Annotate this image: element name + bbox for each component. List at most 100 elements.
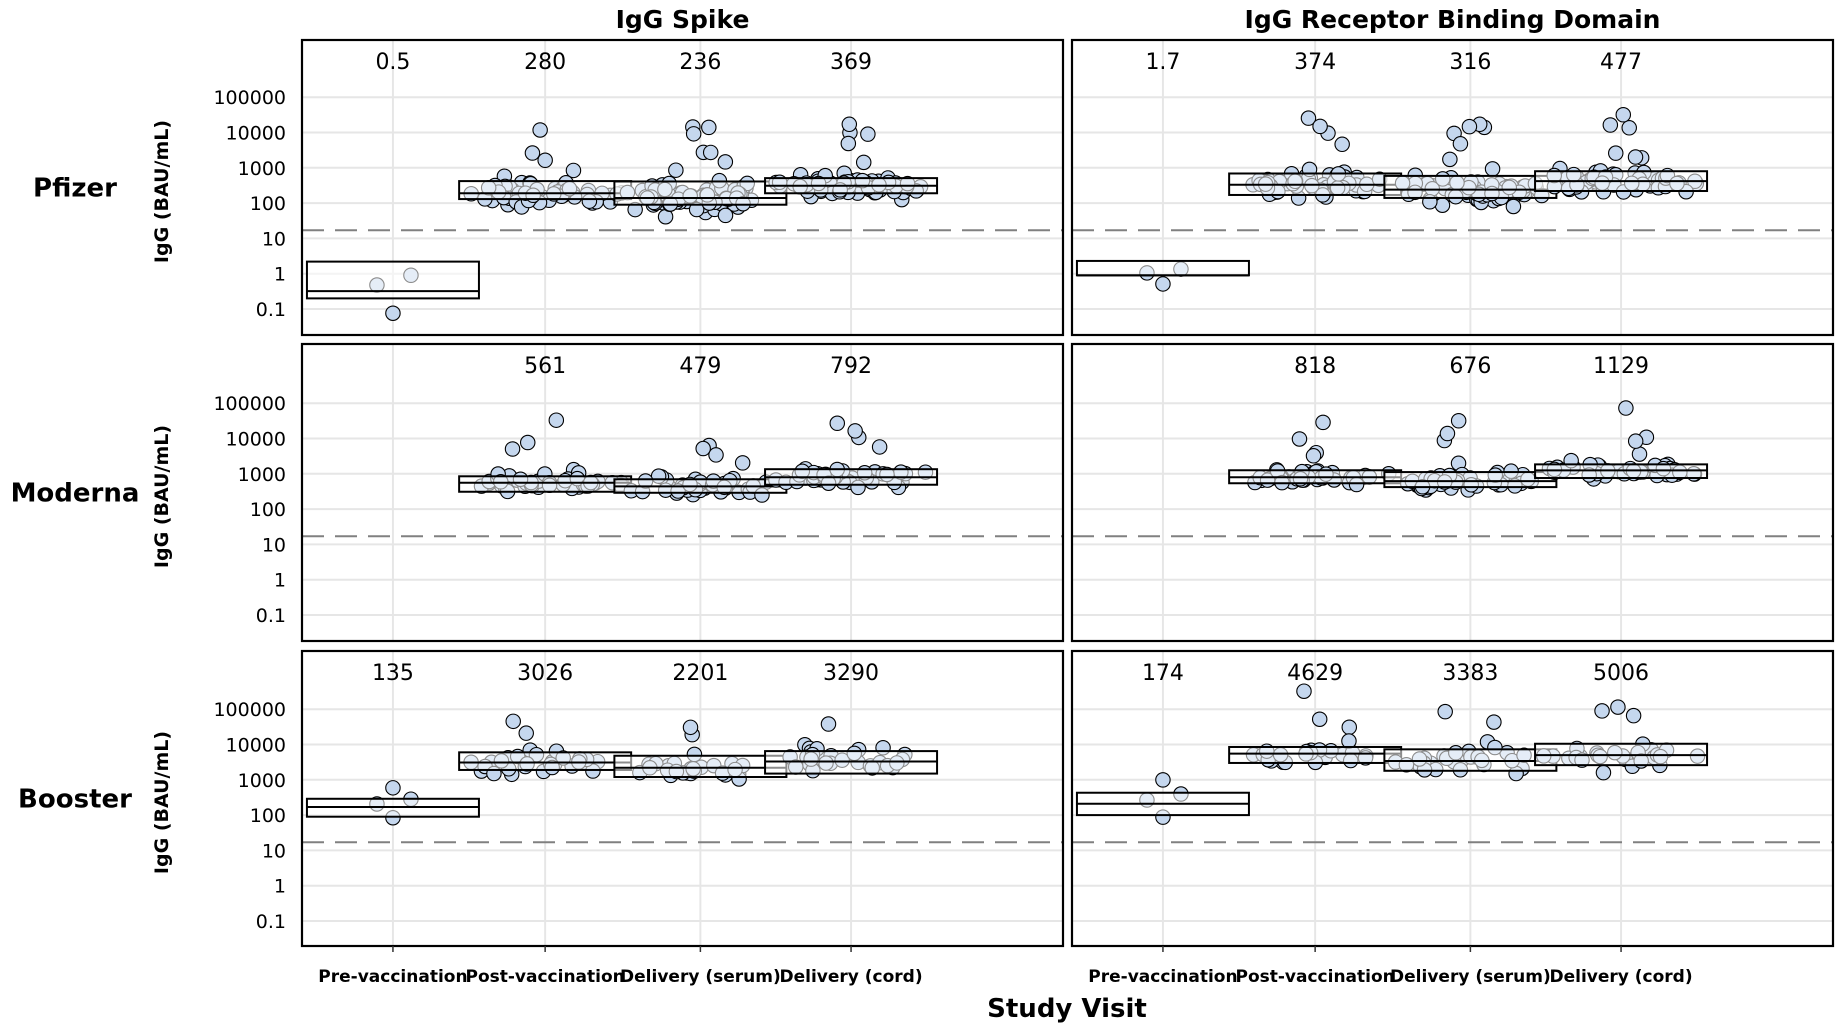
data-point [1296, 683, 1312, 699]
gmt-label: 236 [679, 50, 721, 75]
gmt-label: 818 [1294, 354, 1336, 379]
data-point [847, 423, 863, 439]
data-point [1484, 161, 1501, 177]
data-point [1625, 707, 1642, 724]
y-tick-label: 1 [274, 876, 286, 898]
data-point [524, 145, 541, 161]
data-point [1434, 197, 1451, 213]
panel-border [1070, 649, 1835, 948]
data-point [385, 305, 401, 321]
x-tick-label: Delivery (cord) [779, 967, 922, 987]
y-tick-label: 1000 [238, 770, 286, 792]
data-point [505, 713, 521, 730]
data-point [717, 154, 734, 170]
data-point [1452, 136, 1469, 152]
data-point [519, 434, 536, 451]
data-point [504, 441, 521, 457]
data-point [385, 780, 401, 796]
gmt-label: 3383 [1442, 661, 1498, 686]
panel-border [300, 649, 1065, 948]
data-point [701, 119, 717, 136]
x-tick-label: Delivery (serum) [1390, 967, 1551, 987]
x-tick-label: Post-vaccination [1235, 967, 1394, 987]
iqr-box [613, 754, 788, 779]
gmt-label: 1.7 [1145, 50, 1180, 75]
gmt-label: 676 [1449, 354, 1491, 379]
y-tick-label: 1000 [238, 464, 286, 486]
data-point [1621, 120, 1637, 136]
data-point [1312, 118, 1328, 135]
panel-booster-1 [1070, 649, 1835, 948]
data-point [537, 152, 553, 168]
data-point [1291, 431, 1308, 447]
data-point [855, 154, 872, 171]
row-label-1: Moderna [11, 479, 140, 509]
iqr-box [458, 475, 633, 493]
panel-pfizer-0 [300, 38, 1065, 337]
x-tick-label: Pre-vaccination [318, 967, 467, 987]
y-tick-label: 100 [250, 193, 286, 215]
data-point [1631, 446, 1648, 462]
data-point [685, 126, 702, 142]
data-point [702, 144, 719, 161]
y-tick-label: 1000 [238, 158, 286, 180]
panel-pfizer-1 [1070, 38, 1835, 337]
x-axis-label: Study Visit [987, 994, 1147, 1024]
data-point [1315, 414, 1331, 431]
data-point [1341, 719, 1358, 736]
row-label-0: Pfizer [33, 174, 117, 204]
gmt-label: 374 [1294, 50, 1336, 75]
gmt-label: 174 [1142, 661, 1184, 686]
panel-border [300, 38, 1065, 337]
data-point [1300, 110, 1317, 126]
data-point [1615, 107, 1632, 123]
y-tick-label: 10 [262, 534, 286, 556]
data-point [1627, 433, 1644, 449]
data-point [1442, 151, 1458, 168]
y-axis-label-1: IgG (BAU/mL) [151, 425, 173, 568]
y-tick-label: 1 [274, 264, 286, 286]
data-point [1439, 425, 1456, 442]
iqr-box [1383, 174, 1558, 199]
y-tick-label: 10000 [226, 429, 286, 451]
data-point [840, 135, 857, 152]
panel-border [300, 342, 1065, 643]
data-point [695, 440, 711, 457]
y-tick-label: 100 [250, 499, 286, 521]
panel-moderna-0 [300, 342, 1065, 643]
iqr-box [1228, 745, 1403, 764]
data-point [565, 162, 582, 179]
y-tick-label: 0.1 [256, 299, 286, 321]
gmt-label: 0.5 [375, 50, 410, 75]
data-point [1595, 764, 1612, 781]
gmt-label: 4629 [1287, 661, 1343, 686]
gmt-label: 1129 [1593, 354, 1649, 379]
y-tick-label: 10000 [226, 735, 286, 757]
data-point [860, 126, 876, 142]
gmt-label: 280 [524, 50, 566, 75]
data-point [1602, 117, 1619, 133]
y-axis-label-0: IgG (BAU/mL) [151, 120, 173, 263]
data-point [682, 719, 699, 736]
gmt-label: 792 [830, 354, 872, 379]
x-tick-label: Delivery (cord) [1549, 967, 1692, 987]
iqr-box [458, 180, 633, 201]
data-point [548, 412, 565, 428]
x-tick-label: Post-vaccination [465, 967, 624, 987]
gmt-label: 3026 [517, 661, 573, 686]
panel-border [1070, 342, 1835, 643]
data-point [871, 439, 888, 455]
gmt-label: 2201 [672, 661, 728, 686]
panel-booster-0 [300, 649, 1065, 948]
y-tick-label: 100 [250, 805, 286, 827]
gmt-label: 479 [679, 354, 721, 379]
gmt-label: 477 [1600, 50, 1642, 75]
data-point [1461, 118, 1478, 135]
gmt-label: 5006 [1593, 661, 1649, 686]
x-tick-label: Pre-vaccination [1088, 967, 1237, 987]
data-point [1608, 145, 1624, 161]
iqr-box [305, 260, 480, 300]
y-tick-label: 0.1 [256, 605, 286, 627]
y-tick-label: 100000 [213, 699, 286, 721]
